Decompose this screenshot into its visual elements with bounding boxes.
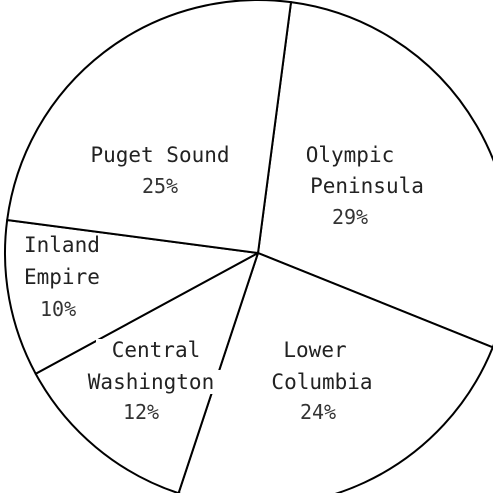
- label-inland-empire: Inland Empire 10%: [24, 233, 100, 321]
- slice-label-line: Empire: [24, 265, 100, 289]
- slice-label-line: Inland: [24, 233, 100, 257]
- slice-label-line: Washington: [88, 370, 214, 394]
- slice-value-label: 10%: [40, 297, 76, 321]
- label-central-washington: Central Washington 12%: [66, 338, 238, 424]
- slice-value-label: 25%: [142, 174, 178, 198]
- label-puget-sound: Puget Sound 25%: [90, 143, 229, 198]
- pie-slice-puget-sound: [6, 0, 293, 254]
- pie-slice-olympic-peninsula: [257, 1, 493, 349]
- slice-label-line: Peninsula: [310, 174, 424, 198]
- slice-label-line: Columbia: [271, 370, 372, 394]
- slice-label-line: Central: [112, 338, 201, 362]
- slice-value-label: 24%: [300, 400, 336, 424]
- pie-slice-inland-empire: [4, 218, 259, 375]
- slice-label-line: Lower: [283, 338, 346, 362]
- slice-label-line: Olympic: [306, 143, 395, 167]
- label-olympic-peninsula: Olympic Peninsula 29%: [306, 143, 424, 229]
- slice-value-label: 12%: [123, 400, 159, 424]
- label-lower-columbia: Lower Columbia 24%: [271, 338, 372, 424]
- pie-slice-lower-columbia: [177, 252, 493, 493]
- slice-value-label: 29%: [332, 205, 368, 229]
- slice-label-line: Puget Sound: [90, 143, 229, 167]
